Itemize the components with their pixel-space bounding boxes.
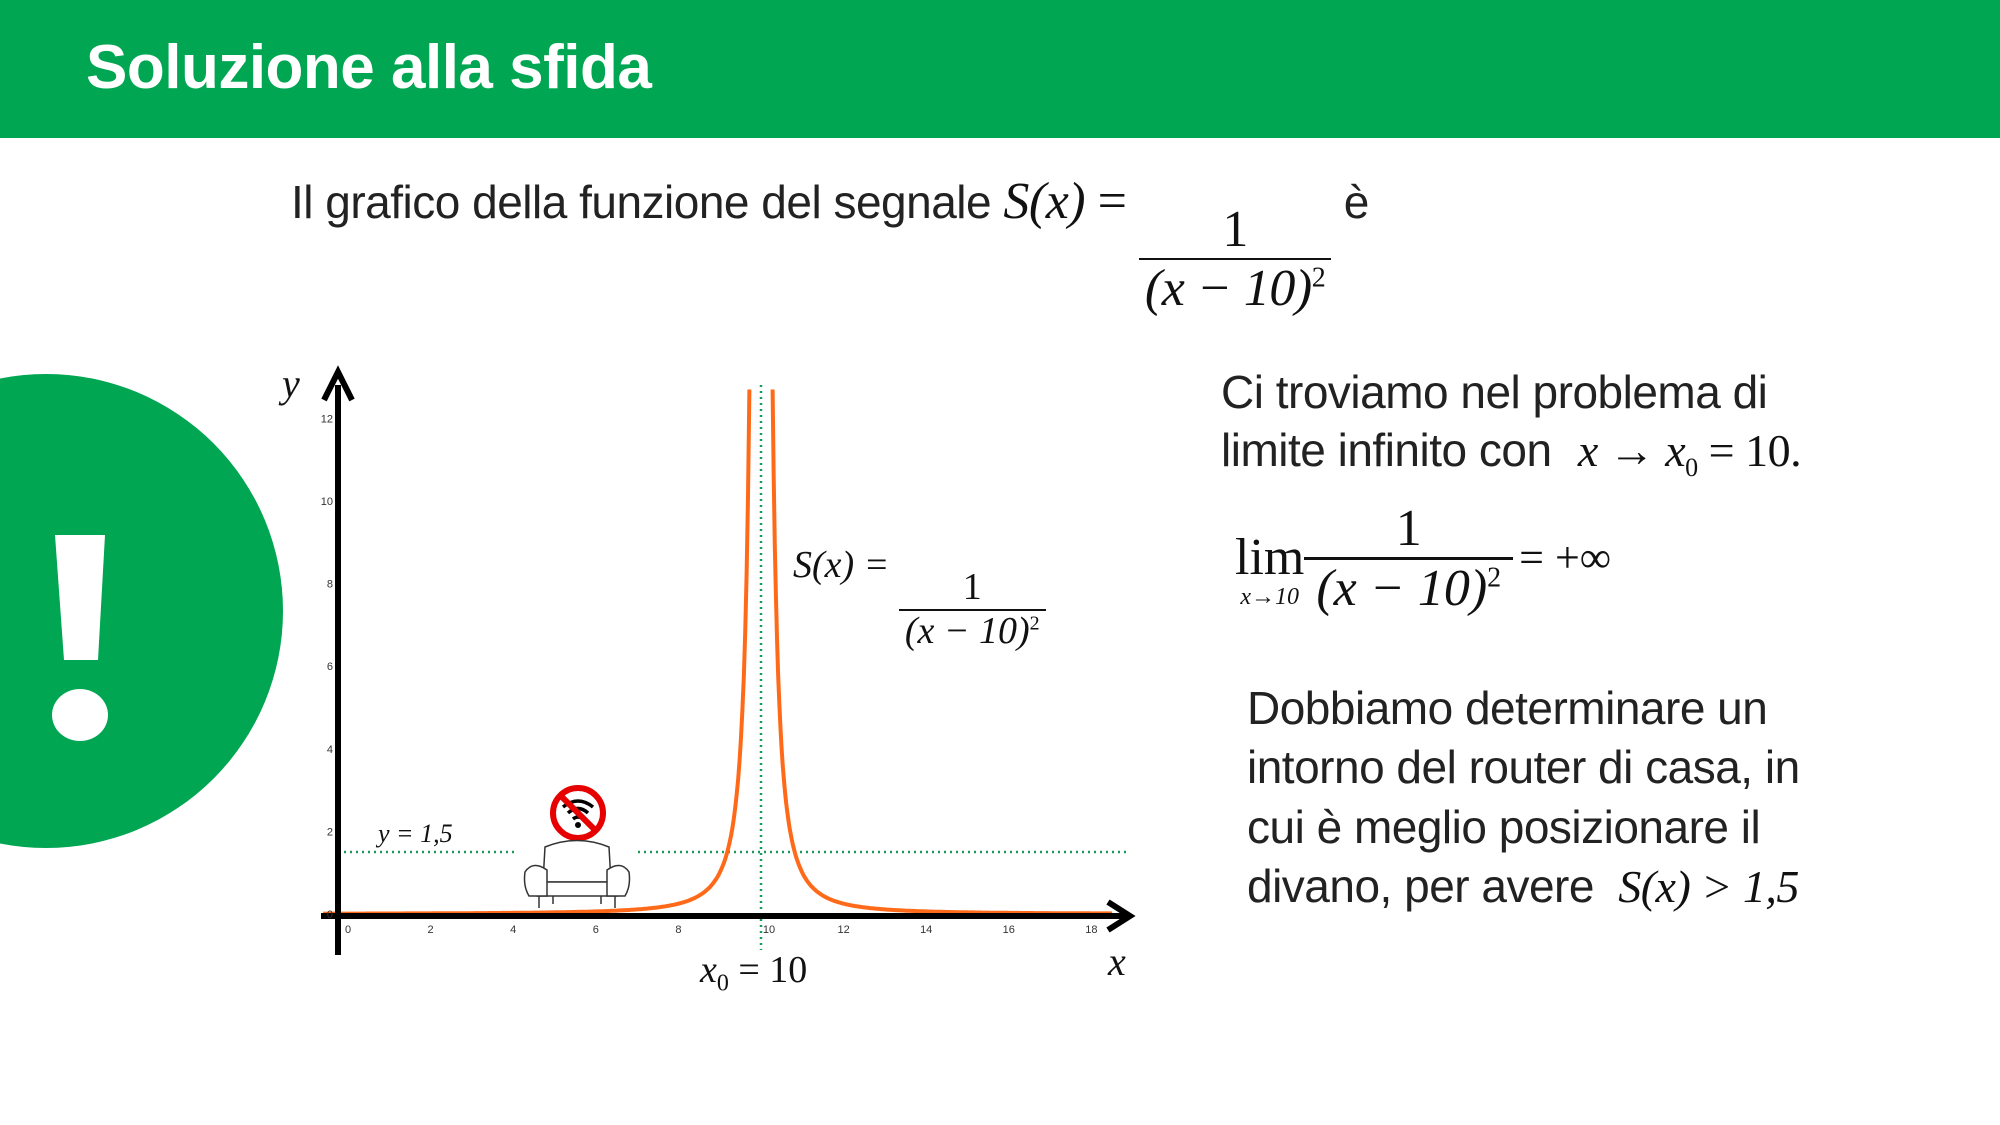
y-tick-label: 4 xyxy=(327,744,333,756)
lim-num: 1 xyxy=(1395,500,1422,557)
y-tick-label: 2 xyxy=(327,826,333,838)
cond-tail: = 10. xyxy=(1697,425,1802,476)
page-title: Soluzione alla sfida xyxy=(86,33,652,102)
explanation-line-1: Ci troviamo nel problema di xyxy=(1221,366,1768,418)
exclamation-icon xyxy=(52,535,108,741)
intro-tail: è xyxy=(1343,176,1370,228)
limit-formula: lim x→10 1 (x − 10)2 = +∞ xyxy=(1235,500,1611,617)
x-tick-label: 8 xyxy=(675,924,681,936)
task-line-2: intorno del router di casa, in xyxy=(1247,741,1800,793)
intro-exp: 2 xyxy=(1311,262,1326,294)
lim-under: x→10 xyxy=(1240,584,1299,611)
lim-exp: 2 xyxy=(1487,562,1502,594)
task-line-1: Dobbiamo determinare un xyxy=(1247,682,1768,734)
y-tick-label: 12 xyxy=(321,413,333,425)
x-tick-label: 4 xyxy=(510,924,516,936)
threshold-label: y = 1,5 xyxy=(378,819,453,848)
x-tick-label: 2 xyxy=(428,924,434,936)
sofa-icon xyxy=(523,839,631,908)
y-axis-label: y xyxy=(282,361,300,406)
y-tick-label: 0 xyxy=(327,909,333,921)
curve-label: S(x) = 1 (x − 10)2 xyxy=(793,544,1046,653)
curve-exp: 2 xyxy=(1029,612,1040,635)
task-inequality: S(x) > 1,5 xyxy=(1618,861,1799,912)
task-line-4: divano, per avere S(x) > 1,5 xyxy=(1247,860,1799,914)
task-line-3: cui è meglio posizionare il xyxy=(1247,801,1761,853)
x-tick-label: 16 xyxy=(1003,924,1015,936)
curve-func: S(x) = xyxy=(793,544,890,586)
intro-text: Il grafico della funzione del segnale S(… xyxy=(291,173,1370,318)
curve-den: (x − 10) xyxy=(904,609,1030,652)
x-axis-label: x xyxy=(1108,939,1126,984)
intro-den: (x − 10) xyxy=(1144,260,1312,318)
lim-den: (x − 10) xyxy=(1316,560,1488,618)
x0-label: x0 = 10 xyxy=(700,949,808,997)
x-tick-label: 6 xyxy=(593,924,599,936)
x-tick-label: 12 xyxy=(837,924,849,936)
header-bar: Soluzione alla sfida xyxy=(0,0,2000,138)
y-axis-arrow xyxy=(321,365,355,402)
lim-result: = +∞ xyxy=(1519,533,1612,583)
y-tick-label: 8 xyxy=(327,579,333,591)
x-tick-label: 14 xyxy=(920,924,932,936)
intro-func: S(x) xyxy=(1003,173,1086,230)
x-axis-arrow xyxy=(1106,899,1136,933)
intro-label: Il grafico della funzione del segnale xyxy=(291,176,992,228)
explanation-line-2: limite infinito con x → x0 = 10. xyxy=(1221,424,1802,481)
no-wifi-icon xyxy=(550,785,606,841)
task-label: divano, per avere xyxy=(1247,860,1594,912)
cond-sub: 0 xyxy=(1685,453,1698,483)
y-tick-label: 10 xyxy=(321,496,333,508)
cond-expr: x → x xyxy=(1577,425,1686,476)
lim-label: lim xyxy=(1235,528,1305,586)
x-tick-label: 0 xyxy=(345,924,351,936)
explanation-label: limite infinito con xyxy=(1221,424,1552,476)
x-tick-label: 10 xyxy=(763,924,775,936)
curve-num: 1 xyxy=(962,566,982,608)
intro-num: 1 xyxy=(1222,201,1248,258)
y-tick-label: 6 xyxy=(327,661,333,673)
x-tick-label: 18 xyxy=(1085,924,1097,936)
